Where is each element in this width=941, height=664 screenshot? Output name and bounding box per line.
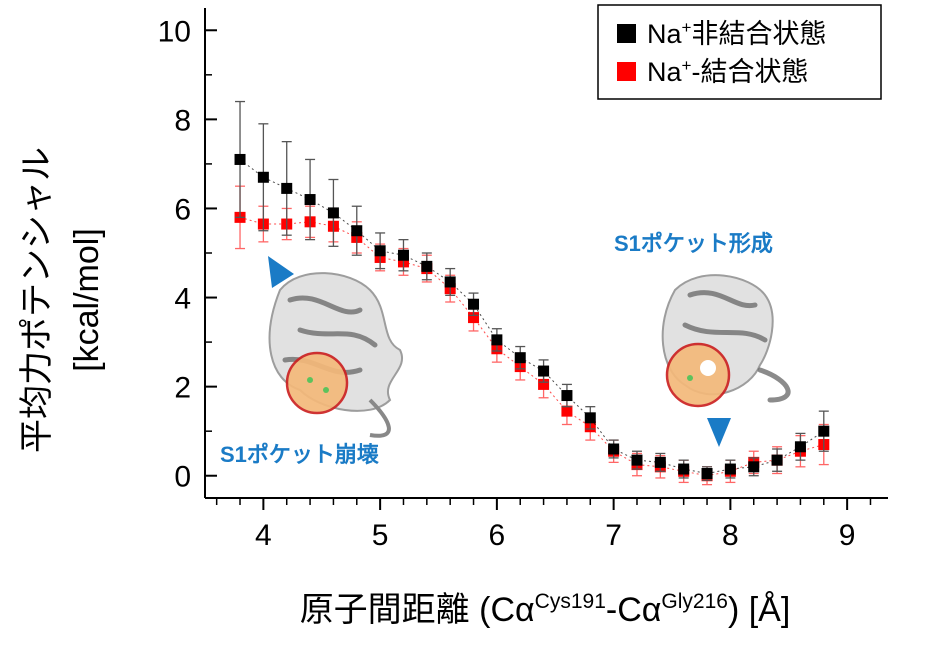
data-point <box>327 207 339 219</box>
annotation-pocket-formation: S1ポケット形成 <box>614 231 773 256</box>
data-point <box>234 153 246 165</box>
legend-marker-unbound <box>617 24 636 43</box>
y-axis-title-line2: [kcal/mol] <box>68 228 106 372</box>
legend-label-unbound: Na+非結合状態 <box>647 18 826 49</box>
data-point <box>584 412 596 424</box>
x-tick-label: 4 <box>255 519 272 552</box>
data-point <box>724 463 736 475</box>
y-axis-title: 平均力ポテンシャル [kcal/mol] <box>18 147 106 453</box>
y-tick-label: 10 <box>158 15 191 48</box>
data-point <box>561 390 573 402</box>
data-point <box>444 276 456 288</box>
legend: Na+非結合状態 Na+-結合状態 <box>597 4 882 100</box>
data-point <box>771 454 783 466</box>
x-axis-title: 原子間距離 (CαCys191-CαGly216) [Å] <box>300 590 791 629</box>
protein-structure-collapsed-illustration <box>268 272 403 438</box>
y-tick-label: 0 <box>174 461 191 494</box>
data-point <box>818 425 830 437</box>
data-point <box>397 249 409 261</box>
y-tick-label: 8 <box>174 104 191 137</box>
data-point <box>608 443 620 455</box>
annotation-pocket-collapse: S1ポケット崩壊 <box>220 442 380 467</box>
data-point <box>748 461 760 473</box>
series-group <box>234 100 830 486</box>
data-point <box>631 454 643 466</box>
x-tick-label: 6 <box>489 519 506 552</box>
data-point <box>514 352 526 364</box>
data-point <box>678 463 690 475</box>
y-tick-label: 2 <box>174 372 191 405</box>
legend-label-bound: Na+-結合状態 <box>647 56 808 87</box>
legend-marker-bound <box>617 62 636 81</box>
data-point <box>538 365 550 377</box>
protein-structure-formed-illustration <box>661 274 791 408</box>
axes: 0 2 4 6 8 10 4 5 6 7 8 9 <box>158 8 888 552</box>
data-point <box>468 298 480 310</box>
data-point <box>421 260 433 272</box>
data-point <box>257 171 269 183</box>
data-point <box>701 468 713 479</box>
data-point <box>538 378 550 390</box>
arrow-left-marker <box>268 256 294 288</box>
data-point <box>654 456 666 468</box>
y-tick-label: 4 <box>174 283 191 316</box>
data-point <box>794 441 806 453</box>
x-tick-label: 7 <box>605 519 622 552</box>
x-tick-label: 5 <box>372 519 389 552</box>
data-point <box>561 405 573 417</box>
data-point <box>468 312 480 324</box>
data-point <box>491 334 503 346</box>
data-point <box>304 194 316 206</box>
y-tick-label: 6 <box>174 193 191 226</box>
data-point <box>281 182 293 194</box>
arrow-right-marker <box>707 418 731 447</box>
data-point <box>374 245 386 257</box>
x-tick-label: 8 <box>722 519 739 552</box>
y-axis-title-line1: 平均力ポテンシャル <box>18 147 56 453</box>
data-point <box>351 225 363 237</box>
x-tick-label: 9 <box>839 519 856 552</box>
legend-box <box>597 4 882 100</box>
